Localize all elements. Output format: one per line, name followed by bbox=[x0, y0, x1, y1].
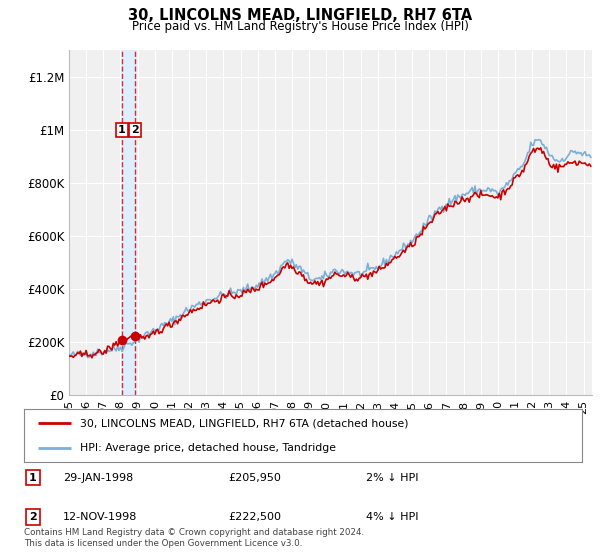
Text: £205,950: £205,950 bbox=[228, 473, 281, 483]
Text: 2% ↓ HPI: 2% ↓ HPI bbox=[366, 473, 419, 483]
Text: 1: 1 bbox=[29, 473, 37, 483]
Text: 2: 2 bbox=[29, 512, 37, 522]
Text: HPI: Average price, detached house, Tandridge: HPI: Average price, detached house, Tand… bbox=[80, 442, 336, 452]
Text: Price paid vs. HM Land Registry's House Price Index (HPI): Price paid vs. HM Land Registry's House … bbox=[131, 20, 469, 32]
Text: 12-NOV-1998: 12-NOV-1998 bbox=[63, 512, 137, 522]
Text: 29-JAN-1998: 29-JAN-1998 bbox=[63, 473, 133, 483]
Text: 1: 1 bbox=[118, 125, 126, 135]
Text: 2: 2 bbox=[131, 125, 139, 135]
Text: £222,500: £222,500 bbox=[228, 512, 281, 522]
Text: 4% ↓ HPI: 4% ↓ HPI bbox=[366, 512, 419, 522]
Text: Contains HM Land Registry data © Crown copyright and database right 2024.
This d: Contains HM Land Registry data © Crown c… bbox=[24, 528, 364, 548]
Bar bbox=[122, 50, 136, 395]
Text: 30, LINCOLNS MEAD, LINGFIELD, RH7 6TA: 30, LINCOLNS MEAD, LINGFIELD, RH7 6TA bbox=[128, 8, 472, 24]
Text: 30, LINCOLNS MEAD, LINGFIELD, RH7 6TA (detached house): 30, LINCOLNS MEAD, LINGFIELD, RH7 6TA (d… bbox=[80, 418, 409, 428]
